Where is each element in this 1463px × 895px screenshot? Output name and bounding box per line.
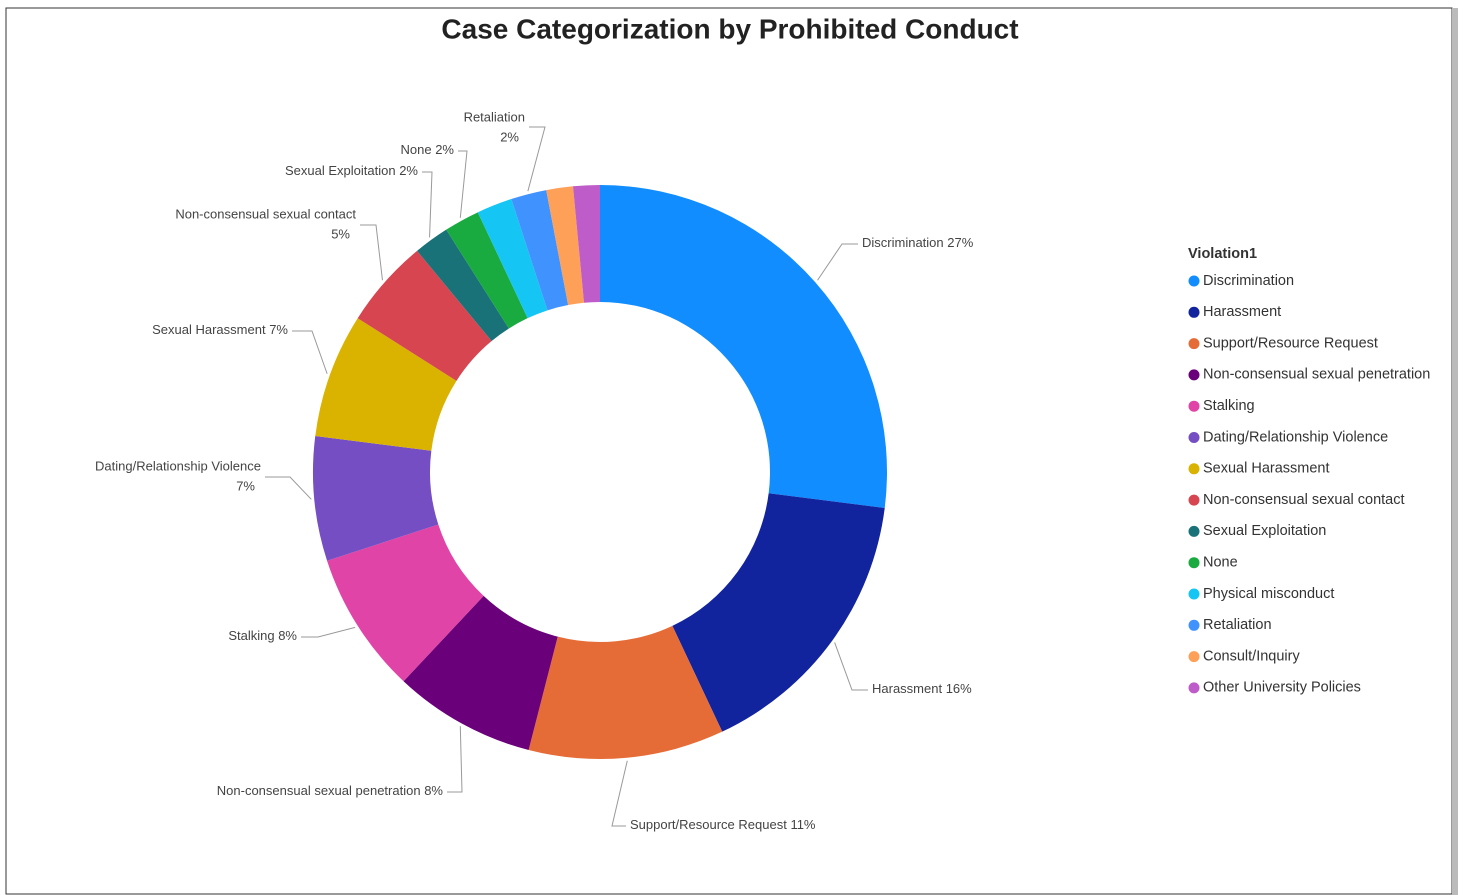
label-category: Sexual Exploitation xyxy=(285,163,396,178)
leader-line xyxy=(447,726,463,793)
legend-label: Other University Policies xyxy=(1203,680,1361,696)
donut-slice xyxy=(528,625,723,759)
leader-line xyxy=(422,171,433,238)
label-category: None xyxy=(401,142,432,157)
donut-slice xyxy=(477,199,548,319)
label-value: 16% xyxy=(946,681,972,696)
data-label: Non-consensual sexual penetration 8% xyxy=(217,783,444,798)
label-value: 2% xyxy=(399,163,418,178)
donut-slice xyxy=(511,190,569,311)
legend-label: Non-consensual sexual contact xyxy=(1203,492,1405,508)
leader-line xyxy=(301,626,356,638)
donut-slice xyxy=(313,436,439,561)
donut-slice xyxy=(572,185,600,303)
data-label: Support/Resource Request 11% xyxy=(630,817,816,832)
data-label: Stalking 8% xyxy=(228,628,297,643)
label-category: Harassment xyxy=(872,681,942,696)
data-label: Dating/Relationship Violence xyxy=(95,458,261,473)
label-value: 7% xyxy=(269,322,288,337)
legend-marker xyxy=(1188,432,1200,443)
donut-slice xyxy=(327,524,484,682)
legend-title: Violation1 xyxy=(1188,246,1257,262)
donut-slice xyxy=(417,229,509,342)
donut-slice xyxy=(672,493,885,732)
chart-title: Case Categorization by Prohibited Conduc… xyxy=(441,13,1018,44)
legend-label: Support/Resource Request xyxy=(1203,335,1378,351)
leader-line xyxy=(817,243,858,281)
data-label: Sexual Harassment 7% xyxy=(152,322,288,337)
data-label: Discrimination 27% xyxy=(862,235,974,250)
legend-marker xyxy=(1188,651,1200,663)
donut-slice xyxy=(600,185,887,508)
leader-line xyxy=(527,126,546,192)
data-label: 5% xyxy=(331,226,350,241)
frame xyxy=(5,7,1453,895)
legend-label: Sexual Exploitation xyxy=(1203,523,1326,539)
donut-slice xyxy=(315,318,457,451)
donut-slice xyxy=(403,595,558,750)
donut-slice xyxy=(546,186,585,306)
legend-marker xyxy=(1188,619,1200,631)
leader-line xyxy=(611,760,628,827)
data-label: Non-consensual sexual contact xyxy=(175,206,356,221)
leader-line xyxy=(458,150,468,218)
leader-line xyxy=(360,224,383,281)
label-category: Support/Resource Request xyxy=(630,817,787,832)
legend-marker xyxy=(1188,525,1200,537)
donut-slice xyxy=(446,212,528,329)
label-category: Stalking xyxy=(228,628,274,643)
label-value: 8% xyxy=(278,628,297,643)
data-label: 2% xyxy=(500,129,519,144)
legend-label: Retaliation xyxy=(1203,617,1272,633)
leader-line xyxy=(265,476,312,500)
legend-label: Discrimination xyxy=(1203,273,1294,289)
label-value: 27% xyxy=(947,235,973,250)
legend-label: Consult/Inquiry xyxy=(1203,648,1300,664)
legend-marker xyxy=(1188,682,1200,694)
label-category: Non-consensual sexual penetration xyxy=(217,783,421,798)
leader-line xyxy=(292,330,328,374)
label-value: 11% xyxy=(790,817,815,832)
legend-label: Non-consensual sexual penetration xyxy=(1203,367,1430,383)
scrollbar xyxy=(1452,8,1458,895)
legend-marker xyxy=(1188,463,1200,475)
legend-marker xyxy=(1188,400,1200,412)
legend-marker xyxy=(1188,338,1200,350)
legend-marker xyxy=(1188,275,1200,287)
label-value: 8% xyxy=(424,783,443,798)
label-value: 2% xyxy=(435,142,454,157)
label-category: Sexual Harassment xyxy=(152,322,266,337)
data-label: Harassment 16% xyxy=(872,681,972,696)
legend-label: Physical misconduct xyxy=(1203,586,1334,602)
legend-label: Harassment xyxy=(1203,304,1281,320)
legend-label: None xyxy=(1203,555,1238,571)
data-label: None 2% xyxy=(401,142,455,157)
legend-marker xyxy=(1188,557,1200,569)
data-label: Sexual Exploitation 2% xyxy=(285,163,418,178)
legend-label: Stalking xyxy=(1203,398,1255,414)
legend-label: Dating/Relationship Violence xyxy=(1203,429,1388,445)
donut-slice xyxy=(357,250,492,381)
legend-marker xyxy=(1188,369,1200,381)
legend-marker xyxy=(1188,306,1200,318)
leader-line xyxy=(834,642,868,691)
legend-label: Sexual Harassment xyxy=(1203,461,1330,477)
legend-marker xyxy=(1188,494,1200,506)
data-label: Retaliation xyxy=(464,109,525,124)
data-label: 7% xyxy=(236,478,255,493)
label-category: Discrimination xyxy=(862,235,944,250)
legend-marker xyxy=(1188,588,1200,600)
